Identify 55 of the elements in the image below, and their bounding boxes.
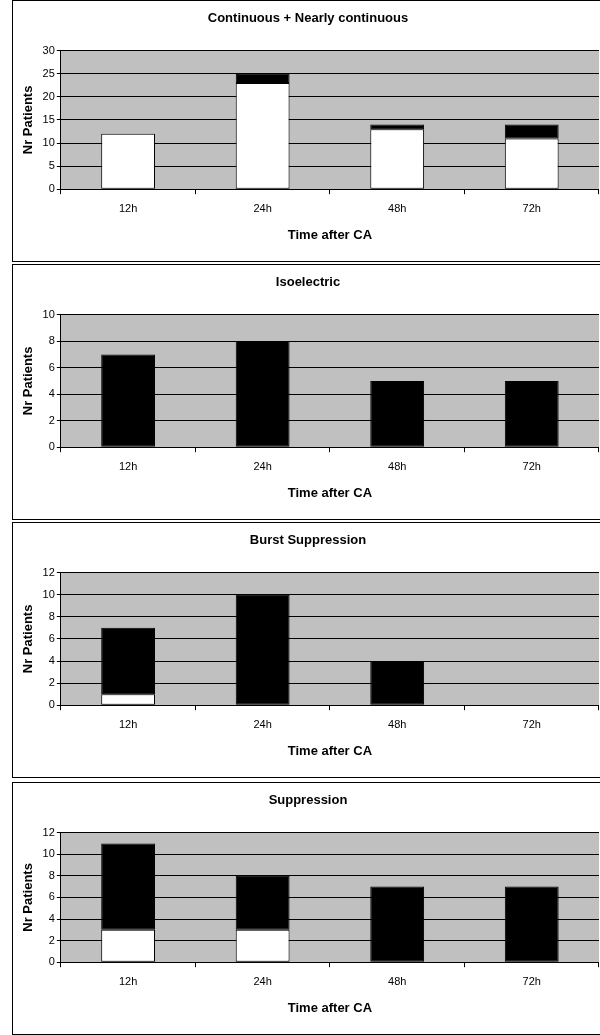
y-tick-label: 5 [48,159,55,172]
y-tick-label: 12 [42,825,55,838]
y-tick-label: 10 [42,587,55,600]
chart-title: Continuous + Nearly continuous [207,10,409,26]
y-tick-label: 2 [48,933,55,946]
y-tick-label: 30 [42,43,55,56]
y-tick-label: 4 [48,912,55,925]
y-axis-title: Nr Patients [20,863,36,932]
x-tick-label: 48h [388,459,407,472]
y-tick-label: 0 [48,955,55,968]
x-tick-label: 24h [253,974,272,987]
x-tick-label: 12h [118,459,138,472]
y-tick-label: 0 [48,440,55,453]
chart-title: Isoelectric [275,274,341,290]
x-tick-label: 24h [253,717,272,730]
x-axis-title: Time after CA [287,226,373,242]
x-tick-label: 72h [522,459,541,472]
y-tick-label: 25 [42,66,55,79]
x-tick-label: 72h [522,974,541,987]
y-tick-label: 20 [42,89,55,102]
y-tick-label: 8 [48,868,55,881]
x-tick-label: 48h [388,974,407,987]
y-tick-label: 10 [42,307,55,320]
x-axis-title: Time after CA [287,484,373,500]
x-tick-label: 48h [388,717,407,730]
y-tick-label: 0 [48,698,55,711]
y-tick-label: 12 [42,565,55,578]
x-tick-label: 12h [118,717,138,730]
x-tick-label: 24h [253,459,272,472]
y-tick-label: 8 [48,334,55,347]
y-tick-label: 10 [42,136,55,149]
y-tick-label: 6 [48,631,55,644]
y-tick-label: 2 [48,676,55,689]
x-tick-label: 12h [118,974,138,987]
y-tick-label: 0 [48,182,55,195]
y-tick-label: 10 [42,847,55,860]
x-tick-label: 72h [522,201,541,214]
x-tick-label: 72h [522,717,541,730]
x-axis-title: Time after CA [287,742,373,758]
x-tick-label: 24h [253,201,272,214]
chart-title: Burst Suppression [249,532,367,548]
y-tick-label: 15 [42,112,55,125]
y-tick-label: 6 [48,360,55,373]
y-tick-label: 8 [48,609,55,622]
x-tick-label: 48h [388,201,407,214]
x-tick-label: 12h [118,201,138,214]
chart-title: Suppression [268,792,348,808]
y-axis-title: Nr Patients [20,85,36,155]
y-tick-label: 2 [48,413,55,426]
y-axis-title: Nr Patients [20,604,36,674]
y-axis-title: Nr Patients [20,346,36,416]
x-axis-title: Time after CA [287,999,373,1015]
y-tick-label: 4 [48,387,55,400]
y-tick-label: 6 [48,890,55,903]
y-tick-label: 4 [48,654,55,667]
